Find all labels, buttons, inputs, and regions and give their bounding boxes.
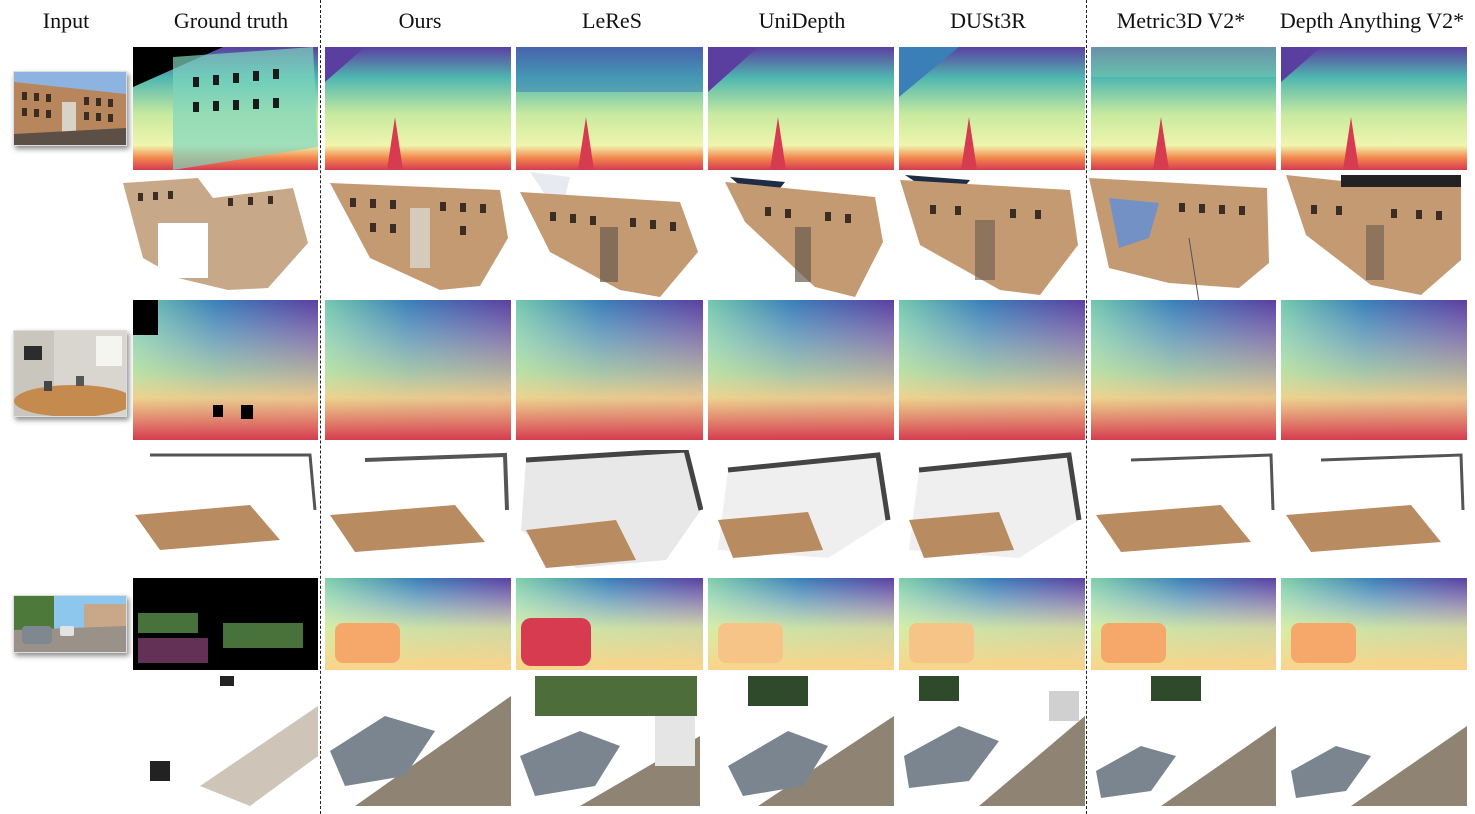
- point-cloud-street-unidepth: [708, 676, 894, 806]
- header-metric3d: Metric3D V2*: [1116, 8, 1246, 33]
- depth-map-street-ours: [325, 578, 511, 670]
- depth-map-office-depth-anything: [1281, 300, 1467, 440]
- separator-left: [320, 0, 321, 814]
- input-image-street: [13, 595, 127, 653]
- separator-right: [1086, 0, 1087, 814]
- depth-map-street-metric3d: [1091, 578, 1276, 670]
- depth-map-building-ours: [325, 47, 511, 170]
- depth-map-office-ours: [325, 300, 511, 440]
- point-cloud-building-leres: [520, 172, 700, 297]
- depth-map-building-ground-truth: [133, 47, 318, 170]
- depth-map-building-leres: [516, 47, 703, 170]
- depth-map-office-ground-truth: [133, 300, 318, 440]
- point-cloud-building-unidepth: [725, 172, 885, 297]
- header-dust3r: DUSt3R: [950, 8, 1026, 33]
- point-cloud-building-depth-anything: [1281, 175, 1467, 297]
- header-unidepth: UniDepth: [758, 8, 846, 33]
- point-cloud-street-depth-anything: [1281, 676, 1467, 806]
- point-cloud-office-metric3d: [1091, 450, 1276, 555]
- depth-map-street-ground-truth: [133, 578, 318, 670]
- input-image-office: [13, 330, 127, 417]
- depth-map-street-depth-anything: [1281, 578, 1467, 670]
- depth-map-building-depth-anything: [1281, 47, 1467, 170]
- point-cloud-office-unidepth: [708, 450, 894, 560]
- depth-map-office-dust3r: [899, 300, 1085, 440]
- point-cloud-building-ground-truth: [118, 178, 318, 290]
- point-cloud-street-ground-truth: [140, 676, 318, 806]
- point-cloud-building-ours: [330, 178, 510, 290]
- point-cloud-office-ours: [325, 450, 511, 555]
- input-image-building: [13, 71, 127, 146]
- point-cloud-office-dust3r: [899, 450, 1085, 560]
- point-cloud-street-ours: [325, 676, 511, 806]
- point-cloud-office-leres: [516, 450, 703, 570]
- point-cloud-street-dust3r: [899, 676, 1085, 806]
- header-leres: LeReS: [582, 8, 642, 33]
- depth-map-street-leres: [516, 578, 703, 670]
- point-cloud-office-ground-truth: [130, 450, 318, 555]
- point-cloud-building-metric3d: [1089, 178, 1271, 302]
- depth-map-street-dust3r: [899, 578, 1085, 670]
- header-ground-truth: Ground truth: [173, 8, 289, 33]
- header-input: Input: [42, 8, 90, 33]
- point-cloud-street-metric3d: [1091, 676, 1276, 806]
- point-cloud-street-leres: [520, 676, 700, 806]
- depth-map-office-unidepth: [708, 300, 894, 440]
- point-cloud-building-dust3r: [900, 175, 1080, 295]
- depth-map-building-dust3r: [899, 47, 1085, 170]
- depth-map-office-metric3d: [1091, 300, 1276, 440]
- depth-map-street-unidepth: [708, 578, 894, 670]
- depth-map-building-metric3d: [1091, 47, 1276, 170]
- depth-map-building-unidepth: [708, 47, 894, 170]
- depth-map-office-leres: [516, 300, 703, 440]
- header-ours: Ours: [398, 8, 442, 33]
- point-cloud-office-depth-anything: [1281, 450, 1467, 555]
- header-depth-anything: Depth Anything V2*: [1279, 8, 1465, 33]
